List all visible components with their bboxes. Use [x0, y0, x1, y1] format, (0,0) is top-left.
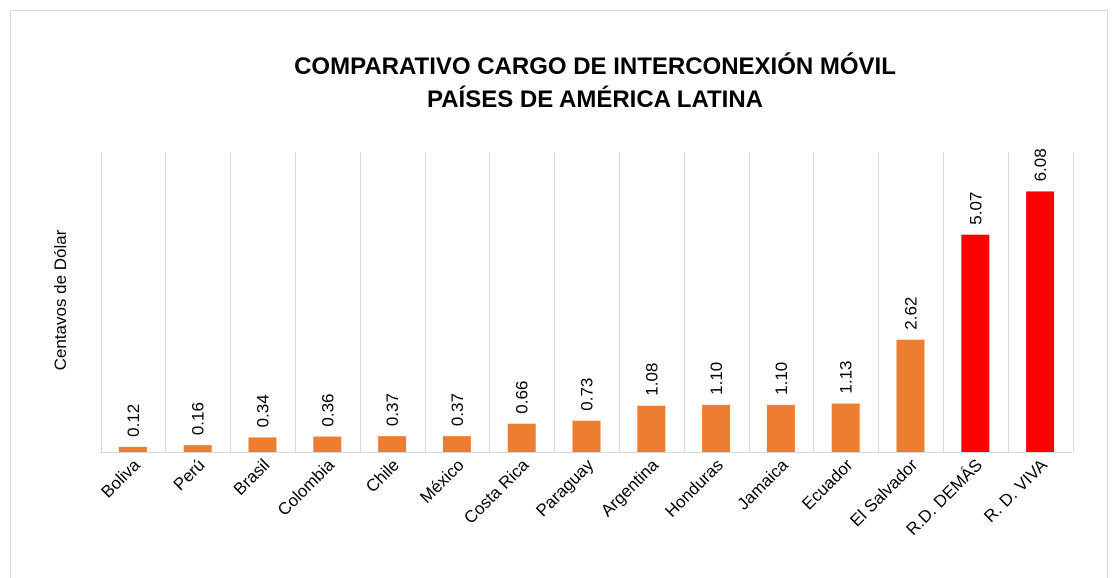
value-label: 0.34	[254, 394, 273, 427]
value-label: 0.16	[189, 402, 208, 435]
bar	[248, 437, 277, 452]
bar	[118, 446, 147, 452]
value-label: 0.37	[448, 393, 467, 426]
value-label: 0.12	[124, 404, 143, 437]
bar	[507, 423, 536, 452]
bar	[183, 445, 212, 452]
bar	[896, 339, 925, 452]
value-label: 0.36	[318, 393, 337, 426]
chart-title: PAÍSES DE AMÉRICA LATINA	[427, 85, 763, 113]
bar	[961, 234, 990, 452]
value-label: 2.62	[902, 297, 921, 330]
bar	[313, 436, 342, 452]
value-label: 0.37	[383, 393, 402, 426]
bar	[378, 436, 407, 452]
bar	[766, 404, 795, 452]
value-label: 1.10	[707, 362, 726, 395]
y-axis-label: Centavos de Dólar	[51, 229, 70, 370]
value-label: 5.07	[966, 192, 985, 225]
value-label: 0.73	[578, 378, 597, 411]
bar	[831, 403, 860, 452]
value-label: 1.10	[772, 362, 791, 395]
value-label: 1.08	[642, 363, 661, 396]
chart-title: COMPARATIVO CARGO DE INTERCONEXIÓN MÓVIL	[294, 52, 896, 80]
value-label: 1.13	[837, 360, 856, 393]
value-label: 6.08	[1031, 148, 1050, 181]
bar	[702, 404, 731, 452]
value-label: 0.66	[513, 381, 532, 414]
bar	[572, 420, 601, 452]
bar	[442, 436, 471, 452]
bar	[1026, 191, 1055, 452]
chart-border	[10, 10, 1108, 578]
bar	[637, 405, 666, 452]
